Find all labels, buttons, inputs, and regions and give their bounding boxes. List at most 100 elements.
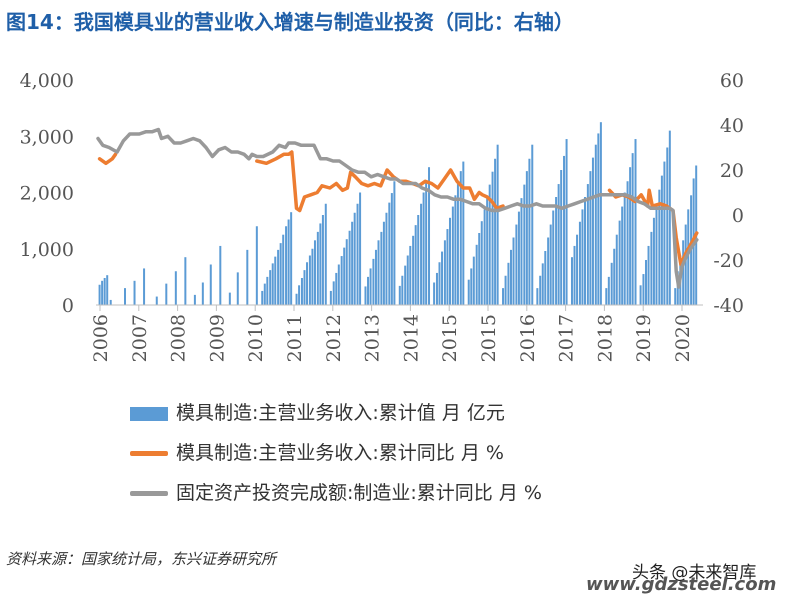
bar — [618, 220, 621, 305]
bar — [332, 281, 335, 305]
bar — [666, 147, 669, 305]
x-tick-label: 2016 — [517, 314, 539, 362]
bar — [143, 268, 146, 305]
bar — [599, 122, 602, 305]
left-tick-label: 0 — [62, 295, 74, 317]
bar — [539, 275, 542, 305]
chart-title: 图14：我国模具业的营业收入增速与制造业投资（同比：右轴） — [6, 10, 574, 34]
bar — [634, 139, 637, 305]
bar — [390, 193, 393, 305]
bar — [306, 262, 309, 305]
bar — [313, 240, 316, 305]
x-tick-label: 2011 — [284, 314, 306, 362]
bar — [261, 290, 264, 305]
bar — [228, 292, 231, 305]
bar — [687, 209, 690, 305]
bar — [101, 280, 104, 305]
bar — [478, 233, 481, 305]
bar — [443, 240, 446, 305]
bar — [536, 288, 539, 305]
bar — [414, 225, 417, 305]
watermark-toutiao: 头条 @未来智库 — [632, 563, 757, 583]
right-tick-label: -40 — [713, 295, 744, 317]
bar — [462, 161, 465, 305]
bar — [377, 240, 380, 305]
bar — [660, 175, 663, 305]
x-tick-label: 2014 — [400, 314, 422, 362]
bar — [269, 270, 272, 305]
bar — [557, 184, 560, 305]
bar — [547, 237, 550, 305]
x-tick-label: 2007 — [129, 314, 151, 362]
bar — [631, 153, 634, 305]
bar — [448, 217, 451, 305]
bar — [255, 226, 258, 305]
left-tick-label: 2,000 — [20, 183, 74, 205]
bar — [412, 235, 415, 305]
bar — [491, 171, 494, 305]
legend-bar: 模具制造:主营业务收入:累计值 月 亿元 — [130, 398, 505, 425]
bar — [433, 282, 436, 305]
bar — [401, 275, 404, 305]
bar — [380, 231, 383, 305]
legend-orange: 模具制造:主营业务收入:累计同比 月 % — [130, 438, 504, 465]
bar — [219, 245, 222, 305]
bar — [364, 286, 367, 305]
bar — [155, 296, 158, 305]
bar — [398, 285, 401, 305]
bar — [684, 224, 687, 305]
bar — [316, 231, 319, 305]
x-tick-label: 2010 — [245, 314, 267, 362]
bar — [385, 212, 388, 305]
bar — [563, 155, 566, 305]
bar — [343, 247, 346, 305]
bar — [451, 206, 454, 305]
bar — [441, 251, 444, 305]
bar-series — [98, 122, 698, 305]
bar — [586, 184, 589, 305]
bar — [621, 206, 624, 305]
bar — [263, 283, 266, 305]
bar — [300, 278, 303, 305]
x-tick-label: 2008 — [168, 314, 190, 362]
bar — [470, 268, 473, 305]
bar — [483, 209, 486, 305]
legend-bar-swatch — [130, 406, 168, 421]
bar — [209, 264, 212, 305]
bar — [388, 202, 391, 305]
legend-gray: 固定资产投资完成额:制造业:累计同比 月 % — [130, 478, 542, 505]
bar — [374, 249, 377, 305]
x-tick-label: 2015 — [478, 314, 500, 362]
bar — [655, 203, 658, 305]
bar — [605, 288, 608, 305]
bar — [591, 157, 594, 305]
bar — [528, 158, 531, 305]
bar — [629, 167, 632, 305]
bar — [597, 133, 600, 305]
bar — [446, 229, 449, 305]
bar — [496, 144, 499, 305]
bar — [589, 171, 592, 305]
bar — [517, 211, 520, 305]
bar — [422, 192, 425, 305]
bar — [428, 167, 431, 305]
bar — [184, 257, 187, 305]
source-note: 资料来源：国家统计局，东兴证券研究所 — [6, 550, 277, 568]
bar — [285, 226, 288, 305]
bar — [337, 264, 340, 305]
left-tick-label: 3,000 — [20, 126, 74, 148]
x-tick-label: 2020 — [672, 314, 694, 362]
bar — [298, 285, 301, 305]
right-tick-label: 40 — [720, 115, 744, 137]
bar — [610, 262, 613, 305]
left-axis-ticks: 0 1,000 2,000 3,000 4,000 — [20, 70, 74, 317]
bar — [201, 282, 204, 305]
legend-gray-swatch — [130, 491, 168, 496]
bar — [523, 184, 526, 305]
bar — [321, 215, 324, 305]
bar — [353, 212, 356, 305]
x-tick-label: 2012 — [323, 314, 345, 362]
bar — [623, 192, 626, 305]
bar — [475, 244, 478, 305]
bar — [576, 234, 579, 305]
